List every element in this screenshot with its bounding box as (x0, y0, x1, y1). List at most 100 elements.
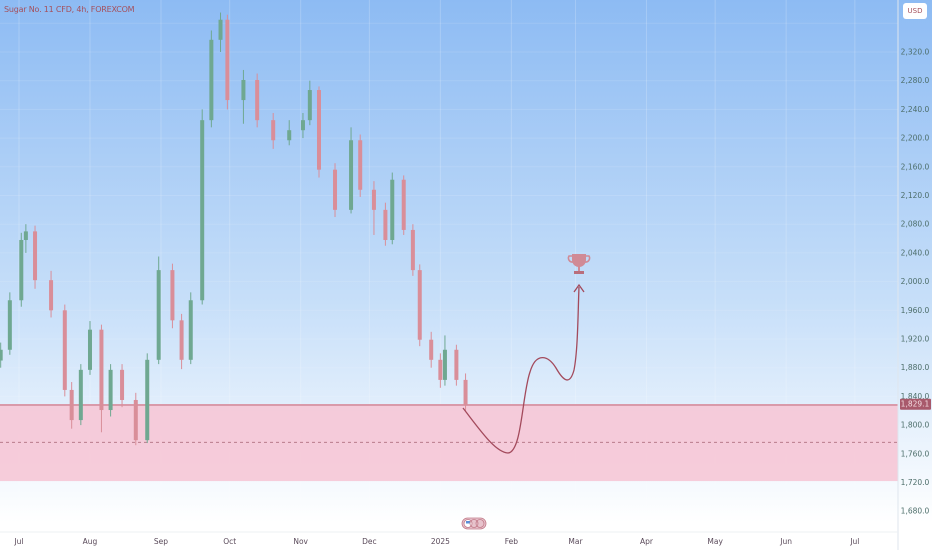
candle (307, 80, 312, 126)
candle (410, 224, 415, 276)
candle-body (429, 339, 434, 360)
x-tick-label: Sep (154, 537, 168, 546)
candle-body (87, 329, 92, 370)
last-price-label: 1,829.1 (900, 398, 931, 410)
candle (209, 30, 214, 128)
candle-body (271, 120, 276, 141)
candle (23, 224, 28, 253)
candle (49, 270, 54, 318)
candle (442, 335, 447, 386)
candle (170, 263, 175, 329)
candle-body (417, 270, 422, 340)
candle (438, 353, 443, 388)
candle (99, 324, 104, 433)
currency-button[interactable]: USD (903, 3, 927, 19)
candle (371, 181, 376, 235)
symbol-title[interactable]: Sugar No. 11 CFD, 4h, FOREXCOM (4, 5, 135, 14)
candles (0, 12, 468, 446)
candle-body (133, 399, 138, 441)
candle-body (120, 369, 125, 400)
x-tick-label: Oct (223, 537, 236, 546)
candle (401, 175, 406, 235)
candle (349, 127, 354, 214)
candle-body (438, 359, 443, 380)
price-axis[interactable]: 2,320.0 2,280.0 2,240.0 2,200.0 2,160.0 2,120… (901, 48, 930, 516)
candle-body (23, 231, 28, 240)
candle-body (225, 19, 230, 101)
candle-body (442, 349, 447, 380)
arrow-up-icon (573, 283, 585, 293)
candle-body (307, 90, 312, 121)
svg-text:1,829.1: 1,829.1 (901, 400, 930, 409)
candle (7, 292, 12, 355)
candle (463, 373, 468, 411)
candle (145, 353, 150, 444)
candle (69, 382, 74, 429)
time-axis[interactable]: Jul Aug Sep Oct Nov Dec 2025 Feb Mar Apr May Jun Jul (13, 537, 859, 546)
candle-body (99, 329, 104, 411)
candle-body (188, 300, 193, 360)
y-tick-label: 2,320.0 (901, 48, 930, 57)
candle (33, 225, 38, 289)
candle-body (410, 229, 415, 271)
candle-body (108, 369, 113, 411)
event-flag-icon[interactable] (461, 517, 487, 530)
candle (454, 344, 459, 386)
candle (429, 331, 434, 368)
candle (78, 364, 83, 426)
candle (19, 232, 24, 307)
candle (287, 120, 292, 146)
candle (358, 134, 363, 197)
candle (188, 292, 193, 365)
candle-body (255, 79, 260, 121)
y-tick-label: 1,680.0 (901, 507, 930, 516)
y-tick-label: 2,240.0 (901, 105, 930, 114)
y-tick-label: 2,080.0 (901, 220, 930, 229)
y-tick-label: 2,200.0 (901, 134, 930, 143)
x-tick-label: Mar (568, 537, 583, 546)
support-zone-rect[interactable] (0, 405, 898, 482)
candle-body (78, 369, 83, 421)
candle-body (454, 349, 459, 380)
y-tick-label: 2,160.0 (901, 162, 930, 171)
candle (333, 163, 338, 218)
candle (300, 112, 305, 139)
support-zone[interactable] (0, 404, 898, 482)
y-tick-label: 2,000.0 (901, 277, 930, 286)
candle (0, 342, 3, 368)
candle (156, 256, 161, 365)
candle (417, 264, 422, 347)
x-tick-label: Dec (362, 537, 377, 546)
x-tick-label: Apr (640, 537, 654, 546)
x-tick-label: Jul (13, 537, 23, 546)
candle-body (19, 239, 24, 301)
candle-body (218, 19, 223, 40)
candle (120, 364, 125, 408)
candle-body (371, 189, 376, 210)
candle (383, 202, 388, 246)
candle-body (383, 209, 388, 240)
candle-body (145, 359, 150, 441)
y-tick-label: 1,760.0 (901, 449, 930, 458)
candle (390, 172, 395, 245)
candle-body (241, 79, 246, 101)
y-tick-label: 1,720.0 (901, 478, 930, 487)
projection-curve[interactable] (462, 286, 580, 454)
x-tick-label: May (707, 537, 723, 546)
candle-body (0, 349, 3, 361)
candle-body (390, 179, 395, 240)
y-tick-label: 1,840.0 (901, 392, 930, 401)
candle-body (200, 120, 205, 301)
y-tick-label: 1,880.0 (901, 363, 930, 372)
y-tick-label: 1,800.0 (901, 421, 930, 430)
candle-body (316, 90, 321, 170)
candle-body (333, 169, 338, 210)
candle-body (62, 310, 67, 390)
candle-body (287, 130, 292, 141)
candle (87, 321, 92, 375)
candle (179, 313, 184, 370)
candle (225, 14, 230, 110)
x-tick-label: Nov (293, 537, 308, 546)
candle-body (401, 179, 406, 230)
